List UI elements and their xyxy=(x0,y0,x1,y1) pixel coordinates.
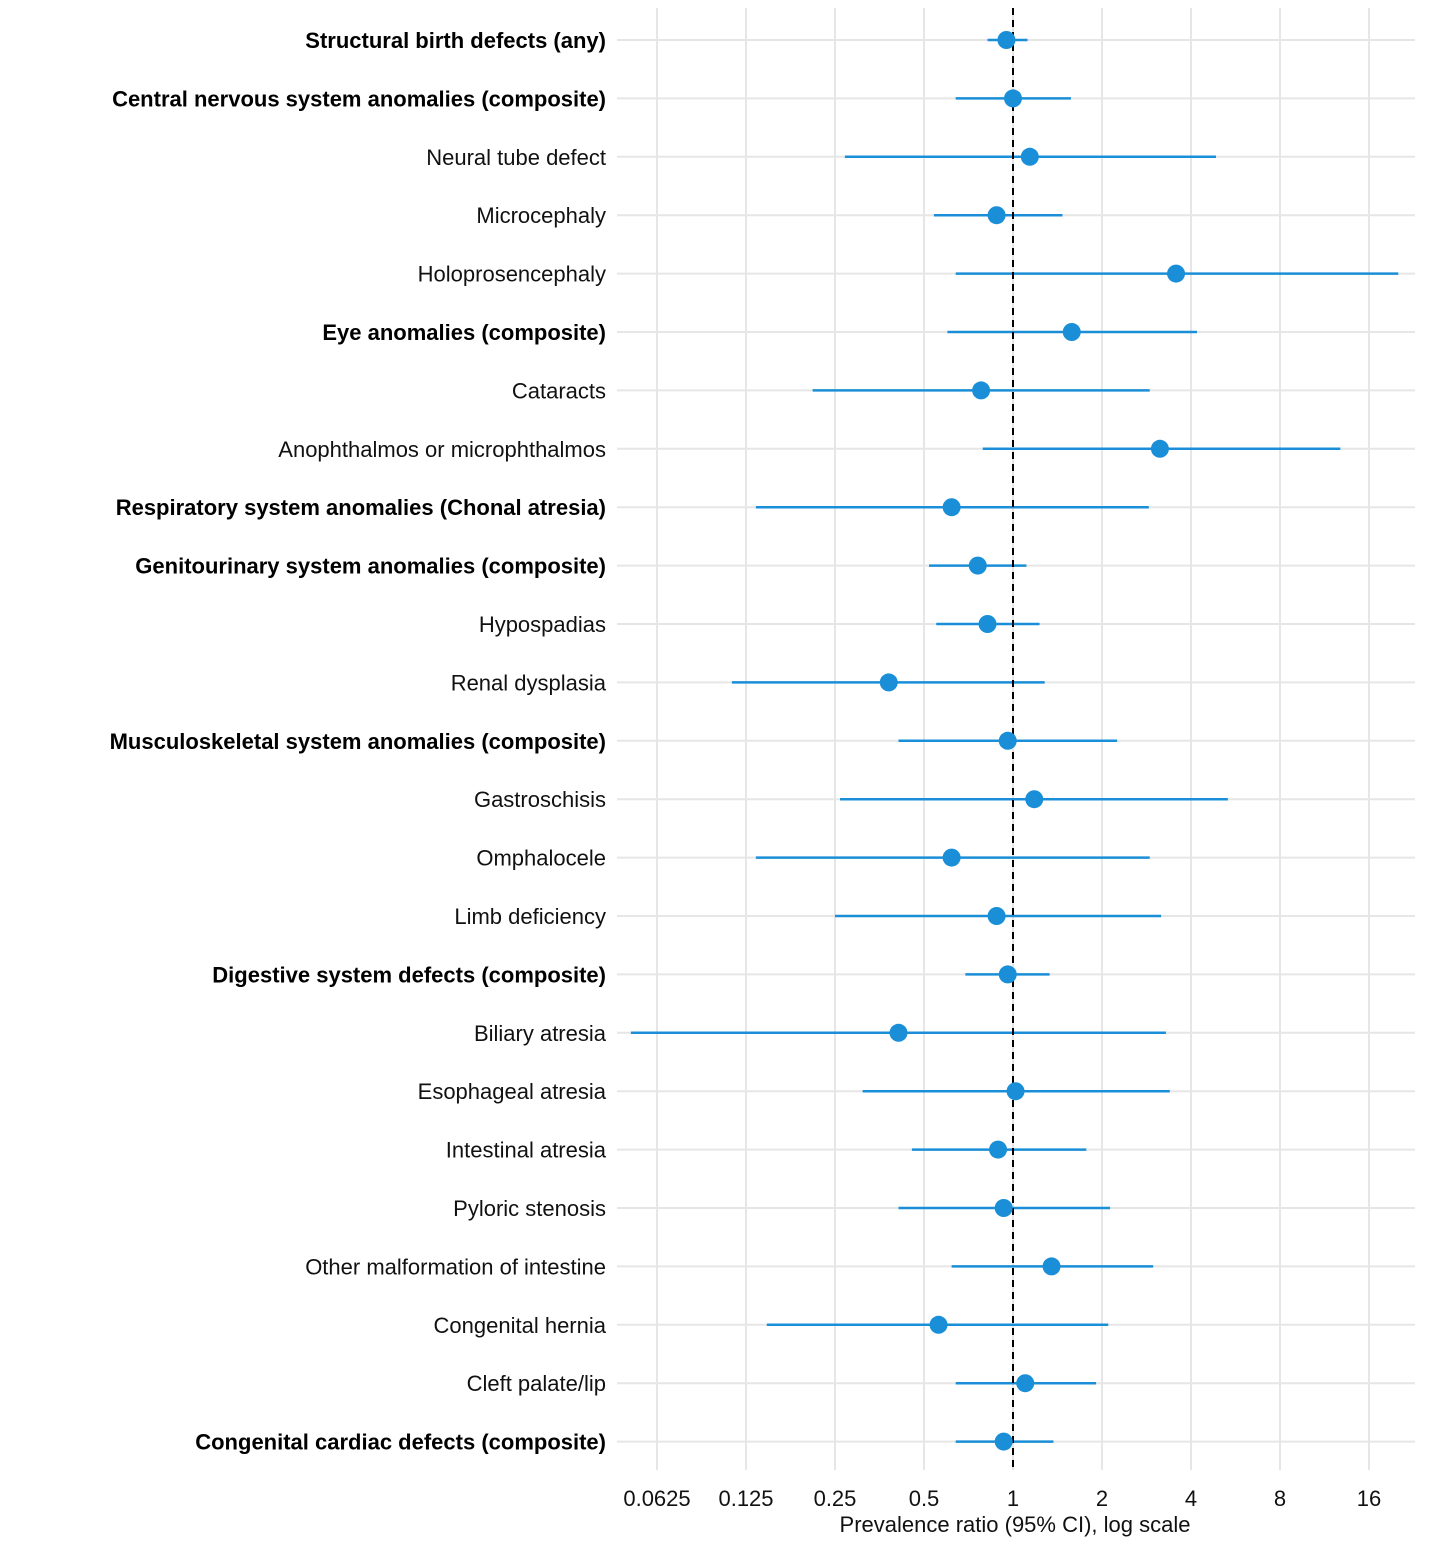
row-label: Cataracts xyxy=(512,378,606,403)
x-axis-label: Prevalence ratio (95% CI), log scale xyxy=(840,1512,1191,1537)
row-label: Esophageal atresia xyxy=(418,1079,607,1104)
row-label: Biliary atresia xyxy=(474,1021,607,1046)
row-label: Limb deficiency xyxy=(454,904,606,929)
x-axis-ticks: 0.0625 0.125 0.25 0.5 1 2 4 8 16 xyxy=(623,1486,1381,1511)
row-label: Genitourinary system anomalies (composit… xyxy=(135,554,606,579)
x-tick-label: 4 xyxy=(1185,1486,1197,1511)
row-label: Omphalocele xyxy=(476,846,606,871)
x-tick-label: 0.25 xyxy=(814,1486,857,1511)
point-estimate xyxy=(994,1199,1013,1217)
point-estimate xyxy=(929,1315,948,1334)
row-label: Intestinal atresia xyxy=(446,1138,607,1163)
point-estimate xyxy=(968,556,987,575)
row-label: Cleft palate/lip xyxy=(467,1371,606,1396)
x-tick-label: 16 xyxy=(1357,1486,1381,1511)
point-estimate xyxy=(942,848,961,867)
row-label: Other malformation of intestine xyxy=(305,1254,606,1279)
row-label: Musculoskeletal system anomalies (compos… xyxy=(110,729,606,754)
point-estimate xyxy=(978,615,997,633)
row-label: Central nervous system anomalies (compos… xyxy=(112,86,606,111)
row-label: Neural tube defect xyxy=(426,145,606,170)
row-label: Digestive system defects (composite) xyxy=(212,962,606,987)
point-estimate xyxy=(1150,439,1169,458)
x-tick-label: 0.0625 xyxy=(623,1486,690,1511)
x-tick-label: 2 xyxy=(1096,1486,1108,1511)
x-tick-label: 1 xyxy=(1007,1486,1019,1511)
point-estimate xyxy=(1167,264,1186,283)
x-tick-label: 8 xyxy=(1274,1486,1286,1511)
row-label: Anophthalmos or microphthalmos xyxy=(278,437,606,462)
row-label: Congenital cardiac defects (composite) xyxy=(195,1430,606,1455)
rows: Structural birth defects (any) Central ne… xyxy=(110,8,1399,1470)
point-estimate xyxy=(1016,1374,1035,1393)
row-label: Structural birth defects (any) xyxy=(305,28,606,53)
point-estimate xyxy=(1020,147,1039,166)
x-tick-label: 0.125 xyxy=(718,1486,773,1511)
row-label: Gastroschisis xyxy=(474,787,606,812)
row-label: Eye anomalies (composite) xyxy=(322,320,606,345)
row-label: Microcephaly xyxy=(476,203,606,228)
row-label: Hypospadias xyxy=(479,612,606,637)
point-estimate xyxy=(1004,89,1022,108)
point-estimate xyxy=(942,498,961,517)
x-tick-label: 0.5 xyxy=(909,1486,940,1511)
point-estimate xyxy=(998,731,1017,750)
row-label: Congenital hernia xyxy=(434,1313,607,1338)
point-estimate xyxy=(987,206,1006,225)
point-estimate xyxy=(1025,790,1044,809)
row-label: Pyloric stenosis xyxy=(453,1196,606,1221)
point-estimate xyxy=(889,1023,908,1042)
point-estimate xyxy=(972,381,991,400)
point-estimate xyxy=(989,1140,1008,1159)
point-estimate xyxy=(1062,323,1081,341)
row-label: Respiratory system anomalies (Chonal atr… xyxy=(116,495,606,520)
point-estimate xyxy=(998,965,1017,984)
row-label: Renal dysplasia xyxy=(451,670,607,695)
point-estimate xyxy=(997,31,1016,49)
point-estimate xyxy=(1042,1257,1061,1276)
point-estimate xyxy=(994,1432,1013,1451)
point-estimate xyxy=(1006,1082,1025,1101)
row-label: Holoprosencephaly xyxy=(418,262,606,287)
point-estimate xyxy=(987,907,1006,925)
point-estimate xyxy=(879,673,898,692)
